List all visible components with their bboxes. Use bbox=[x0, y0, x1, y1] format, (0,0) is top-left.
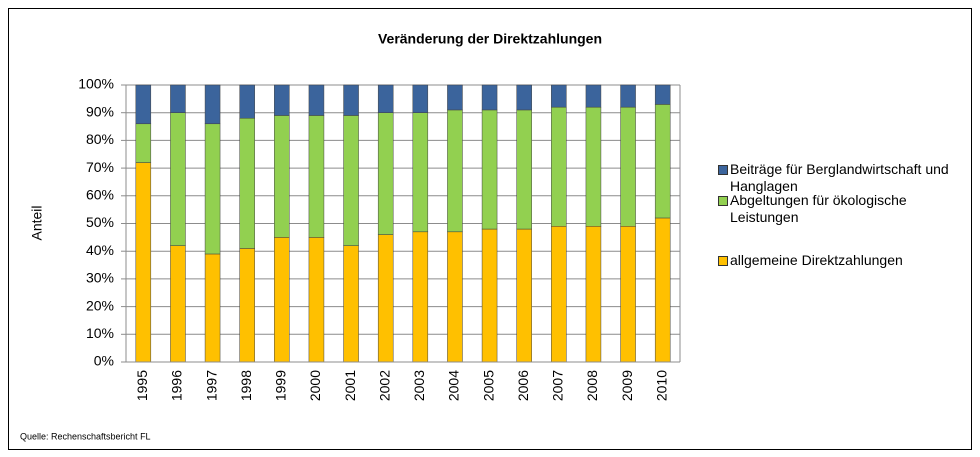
x-tick-label: 2000 bbox=[307, 370, 323, 401]
bar-segment bbox=[274, 84, 290, 116]
x-tick-label: 1995 bbox=[134, 370, 150, 401]
x-tick-label: 2010 bbox=[653, 370, 669, 401]
frame bbox=[8, 8, 972, 450]
bar-segment bbox=[239, 84, 255, 119]
bar-segment bbox=[412, 84, 429, 113]
x-tick-label: 2009 bbox=[619, 370, 635, 401]
bar-segment bbox=[135, 84, 152, 125]
x-tick-label: 2004 bbox=[446, 370, 462, 401]
y-axis-label: Anteil bbox=[29, 205, 45, 240]
bar-segment bbox=[412, 112, 429, 233]
x-tick-label: 1999 bbox=[273, 370, 289, 401]
bar-segment bbox=[516, 84, 532, 111]
y-tick-label: 80% bbox=[86, 131, 114, 147]
x-tick-label: 1998 bbox=[238, 370, 254, 401]
bar-segment bbox=[412, 231, 429, 363]
y-tick-label: 90% bbox=[86, 103, 114, 119]
bar-segment bbox=[654, 104, 671, 219]
bar-segment bbox=[308, 237, 325, 363]
legend-label: Beiträge für Berglandwirtschaft und Hang… bbox=[730, 161, 949, 194]
y-tick-label: 60% bbox=[86, 187, 114, 203]
x-tick-label: 2008 bbox=[584, 370, 600, 401]
bar-segment bbox=[447, 84, 463, 111]
source-note: Quelle: Rechenschaftsbericht FL bbox=[20, 431, 151, 441]
bar-segment bbox=[585, 226, 602, 363]
bar-segment bbox=[135, 162, 152, 363]
bar-segment bbox=[135, 123, 152, 163]
bar-segment bbox=[620, 106, 636, 227]
bar-segment bbox=[620, 226, 636, 363]
bar-segment bbox=[516, 109, 532, 230]
legend-swatch bbox=[718, 196, 728, 206]
bar-segment bbox=[377, 234, 394, 363]
bar-segment bbox=[239, 248, 255, 363]
bar-segment bbox=[620, 84, 636, 108]
bar-segment bbox=[204, 84, 221, 125]
bar-segment bbox=[585, 106, 602, 227]
bar-segment bbox=[308, 115, 325, 238]
x-tick-label: 2002 bbox=[376, 370, 392, 401]
bar-segment bbox=[170, 112, 186, 246]
bar-segment bbox=[274, 237, 290, 363]
bar-segment bbox=[447, 231, 463, 363]
bar-segment bbox=[654, 84, 671, 105]
bar-segment bbox=[481, 109, 498, 230]
x-tick-label: 1997 bbox=[203, 370, 219, 401]
bar-segment bbox=[204, 253, 221, 363]
bar-segment bbox=[170, 84, 186, 113]
bar-segment bbox=[481, 84, 498, 111]
legend-label: allgemeine Direktzahlungen bbox=[730, 252, 903, 268]
y-tick-label: 30% bbox=[86, 270, 114, 286]
bar-segment bbox=[170, 245, 186, 363]
x-tick-label: 2005 bbox=[480, 370, 496, 401]
x-tick-label: 2006 bbox=[515, 370, 531, 401]
bar-segment bbox=[516, 228, 532, 363]
bar-segment bbox=[481, 228, 498, 363]
y-tick-label: 10% bbox=[86, 325, 114, 341]
y-tick-label: 50% bbox=[86, 214, 114, 230]
bar-segment bbox=[308, 84, 325, 116]
x-tick-label: 2003 bbox=[411, 370, 427, 401]
y-tick-label: 100% bbox=[78, 76, 114, 92]
y-tick-label: 20% bbox=[86, 297, 114, 313]
chart-title: Veränderung der Direktzahlungen bbox=[378, 31, 602, 47]
legend-label: Abgeltungen für ökologische Leistungen bbox=[730, 192, 907, 225]
legend-swatch bbox=[718, 165, 728, 175]
bar-segment bbox=[377, 112, 394, 235]
y-tick-label: 0% bbox=[94, 353, 114, 369]
bar-segment bbox=[551, 84, 567, 108]
y-tick-label: 40% bbox=[86, 242, 114, 258]
bar-segment bbox=[343, 115, 359, 246]
x-tick-label: 1996 bbox=[169, 370, 185, 401]
bar-segment bbox=[585, 84, 602, 108]
bar-segment bbox=[204, 123, 221, 255]
bar-segment bbox=[551, 106, 567, 227]
bar-segment bbox=[239, 117, 255, 249]
bar-segment bbox=[274, 115, 290, 238]
bar-segment bbox=[343, 245, 359, 363]
bar-segment bbox=[654, 217, 671, 363]
x-tick-label: 2007 bbox=[550, 370, 566, 401]
y-tick-label: 70% bbox=[86, 159, 114, 175]
bar-segment bbox=[551, 226, 567, 363]
bar-segment bbox=[447, 109, 463, 233]
bar-segment bbox=[343, 84, 359, 116]
bar-segment bbox=[377, 84, 394, 113]
legend-swatch bbox=[718, 256, 728, 266]
x-tick-label: 2001 bbox=[342, 370, 358, 401]
